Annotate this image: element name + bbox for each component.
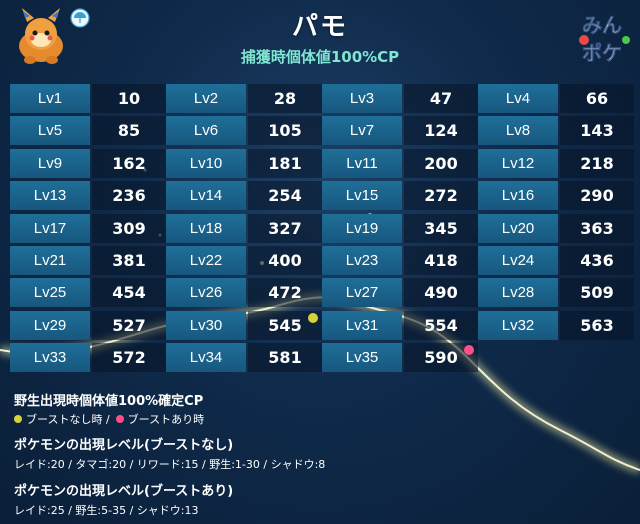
cp-value: 47	[404, 84, 478, 113]
cp-value: 66	[560, 84, 634, 113]
page-subtitle: 捕獲時個体値100%CP	[240, 48, 400, 66]
cp-value: 143	[560, 116, 634, 146]
level-label: Lv14	[166, 181, 246, 211]
level-label: Lv21	[10, 246, 90, 275]
cp-value: 363	[560, 213, 634, 243]
level-label: Lv30	[166, 310, 246, 340]
cp-value: 572	[92, 343, 166, 373]
level-label: Lv10	[166, 148, 246, 178]
level-label: Lv18	[166, 213, 246, 243]
cp-value: 327	[248, 213, 322, 243]
cp-value: 218	[560, 148, 634, 178]
cp-value: 309	[92, 213, 166, 243]
cp-value: 254	[248, 181, 322, 211]
no-boost-legend-dot	[14, 415, 22, 423]
minpoke-logo: みん ポケ	[579, 13, 630, 65]
level-label: Lv4	[478, 84, 558, 113]
level-label: Lv25	[10, 278, 90, 308]
level-label: Lv23	[322, 246, 402, 275]
level-label: Lv19	[322, 213, 402, 243]
legend-no-boost-label: ブーストなし時 /	[26, 413, 110, 426]
cp-value: 545	[248, 310, 322, 340]
pawmi-pokemon-icon	[19, 8, 63, 64]
level-label: Lv13	[10, 181, 90, 211]
header: パモ 捕獲時個体値100%CP みん ポケ	[0, 0, 640, 80]
level-label: Lv12	[478, 148, 558, 178]
cp-value: 28	[248, 84, 322, 113]
level-label: Lv32	[478, 310, 558, 340]
page-title: パモ	[291, 12, 348, 42]
cp-value: 10	[92, 84, 166, 113]
level-label: Lv34	[166, 343, 246, 373]
cp-value: 454	[92, 278, 166, 308]
logo-line2: ポケ	[582, 41, 622, 65]
cp-value: 418	[404, 246, 478, 275]
cp-value: 162	[92, 148, 166, 178]
cp-value: 124	[404, 116, 478, 146]
cp-value: 509	[560, 278, 634, 308]
cp-table: Lv1 10 Lv2 28 Lv3 47 Lv4 66 Lv5 85 Lv6 105 Lv7 124 Lv8…	[10, 84, 636, 374]
no-boost-section-title: ポケモンの出現レベル(ブーストなし)	[14, 438, 234, 453]
level-label: Lv15	[322, 181, 402, 211]
level-label: Lv20	[478, 213, 558, 243]
level-label: Lv16	[478, 181, 558, 211]
cp-value: 590	[404, 343, 478, 373]
level-label: Lv35	[322, 343, 402, 373]
cp-value: 200	[404, 148, 478, 178]
cp-value: 105	[248, 116, 322, 146]
cp-value: 236	[92, 181, 166, 211]
weather-umbrella-icon	[70, 8, 90, 28]
logo-line1: みん	[582, 13, 622, 37]
boost-legend-dot	[115, 415, 124, 423]
level-label: Lv5	[10, 116, 90, 146]
level-label: Lv3	[322, 84, 402, 113]
cp-value: 490	[404, 278, 478, 308]
boost-section-title: ポケモンの出現レベル(ブーストあり)	[14, 484, 234, 499]
cp-value: 436	[560, 246, 634, 275]
level-label: Lv31	[322, 310, 402, 340]
footer-wild-cp: 野生出現時個体値100%確定CP ブーストなし時 / ブーストあり時	[14, 390, 614, 427]
level-label: Lv27	[322, 278, 402, 308]
cp-value: 381	[92, 246, 166, 275]
cp-value: 527	[92, 310, 166, 340]
level-label: Lv17	[10, 213, 90, 243]
cp-value: 581	[248, 343, 322, 373]
level-label: Lv26	[166, 278, 246, 308]
level-label: Lv33	[10, 343, 90, 373]
cp-value: 85	[92, 116, 166, 146]
boost-section-text: レイド:25 / 野生:5-35 / シャドウ:13	[14, 504, 199, 517]
legend: ブーストなし時 / ブーストあり時	[14, 411, 614, 427]
level-label: Lv6	[166, 116, 246, 146]
cp-value: 290	[560, 181, 634, 211]
wild-cp-title: 野生出現時個体値100%確定CP	[14, 394, 204, 409]
cp-value: 345	[404, 213, 478, 243]
level-label: Lv22	[166, 246, 246, 275]
level-label: Lv11	[322, 148, 402, 178]
cp-value: 400	[248, 246, 322, 275]
level-label: Lv2	[166, 84, 246, 113]
level-label: Lv1	[10, 84, 90, 113]
level-label: Lv24	[478, 246, 558, 275]
cp-value: 272	[404, 181, 478, 211]
level-label: Lv28	[478, 278, 558, 308]
cp-value: 181	[248, 148, 322, 178]
no-boost-section-text: レイド:20 / タマゴ:20 / リワード:15 / 野生:1-30 / シャ…	[14, 458, 326, 471]
level-label: Lv29	[10, 310, 90, 340]
level-label: Lv9	[10, 148, 90, 178]
level-label: Lv8	[478, 116, 558, 146]
cp-value: 472	[248, 278, 322, 308]
legend-boost-label: ブーストあり時	[127, 413, 205, 426]
level-label: Lv7	[322, 116, 402, 146]
cp-value: 554	[404, 310, 478, 340]
cp-value: 563	[560, 310, 634, 340]
